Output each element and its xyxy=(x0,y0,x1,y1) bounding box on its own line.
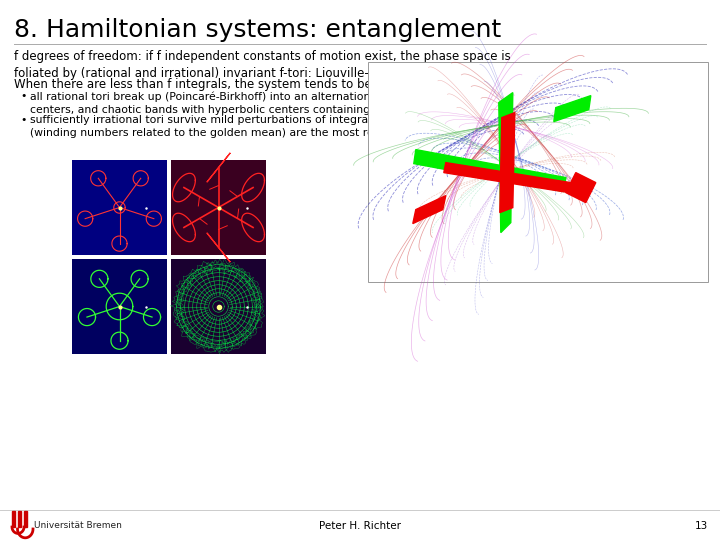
Text: •: • xyxy=(20,91,27,101)
Text: 13: 13 xyxy=(695,521,708,531)
Text: When there are less than f integrals, the system tends to be chaotic:: When there are less than f integrals, th… xyxy=(14,78,422,91)
Text: sufficiently irrational tori survive mild perturbations of integrable limiting c: sufficiently irrational tori survive mil… xyxy=(30,115,534,138)
Text: f degrees of freedom: if f independent constants of motion exist, the phase spac: f degrees of freedom: if f independent c… xyxy=(14,50,510,80)
Text: Universität Bremen: Universität Bremen xyxy=(34,522,122,530)
Bar xyxy=(171,259,266,354)
Text: 8. Hamiltonian systems: entanglement: 8. Hamiltonian systems: entanglement xyxy=(14,18,501,42)
Bar xyxy=(368,62,708,282)
Bar xyxy=(171,160,266,255)
Polygon shape xyxy=(566,173,596,202)
Bar xyxy=(18,511,20,527)
Bar xyxy=(12,511,14,527)
Polygon shape xyxy=(413,195,446,224)
Bar xyxy=(72,259,167,354)
Polygon shape xyxy=(554,96,591,122)
Bar xyxy=(72,160,167,255)
Polygon shape xyxy=(499,92,513,233)
Text: Peter H. Richter: Peter H. Richter xyxy=(319,521,401,531)
Text: all rational tori break up (Poincaré-Birkhoff) into an alternation of islands of: all rational tori break up (Poincaré-Bir… xyxy=(30,91,552,114)
Polygon shape xyxy=(414,150,566,192)
Bar xyxy=(24,511,27,527)
Polygon shape xyxy=(500,113,515,213)
Polygon shape xyxy=(444,163,571,193)
Text: •: • xyxy=(20,115,27,125)
